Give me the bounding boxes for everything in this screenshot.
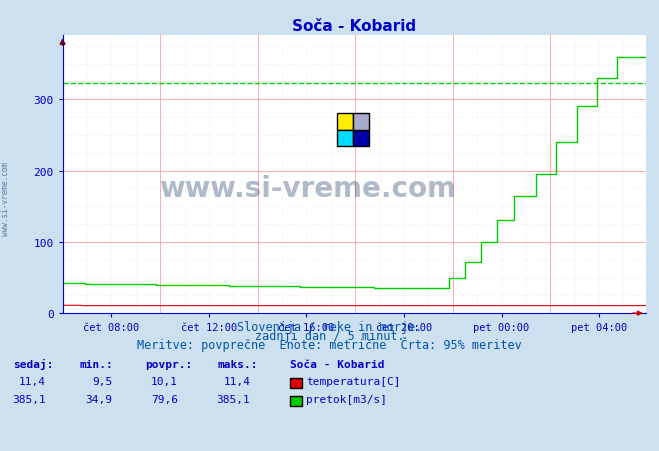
Title: Soča - Kobarid: Soča - Kobarid [292, 18, 416, 33]
Text: maks.:: maks.: [217, 359, 258, 369]
Text: temperatura[C]: temperatura[C] [306, 376, 401, 386]
Text: 34,9: 34,9 [85, 394, 112, 404]
Text: Meritve: povprečne  Enote: metrične  Črta: 95% meritev: Meritve: povprečne Enote: metrične Črta:… [137, 336, 522, 351]
FancyBboxPatch shape [353, 130, 369, 147]
Text: povpr.:: povpr.: [145, 359, 192, 369]
Text: min.:: min.: [79, 359, 113, 369]
Text: pretok[m3/s]: pretok[m3/s] [306, 394, 387, 404]
Text: 9,5: 9,5 [92, 376, 112, 386]
Text: www.si-vreme.com: www.si-vreme.com [1, 161, 10, 235]
Text: 79,6: 79,6 [151, 394, 178, 404]
Text: 11,4: 11,4 [223, 376, 250, 386]
FancyBboxPatch shape [337, 130, 353, 147]
Text: 385,1: 385,1 [217, 394, 250, 404]
Text: zadnji dan / 5 minut.: zadnji dan / 5 minut. [254, 329, 405, 342]
Text: 10,1: 10,1 [151, 376, 178, 386]
Text: Soča - Kobarid: Soča - Kobarid [290, 359, 384, 369]
Text: 11,4: 11,4 [19, 376, 46, 386]
FancyBboxPatch shape [337, 114, 353, 130]
Text: sedaj:: sedaj: [13, 359, 53, 369]
Text: Slovenija / reke in morje.: Slovenija / reke in morje. [237, 320, 422, 333]
FancyBboxPatch shape [353, 114, 369, 130]
Text: www.si-vreme.com: www.si-vreme.com [159, 175, 456, 202]
Text: 385,1: 385,1 [13, 394, 46, 404]
